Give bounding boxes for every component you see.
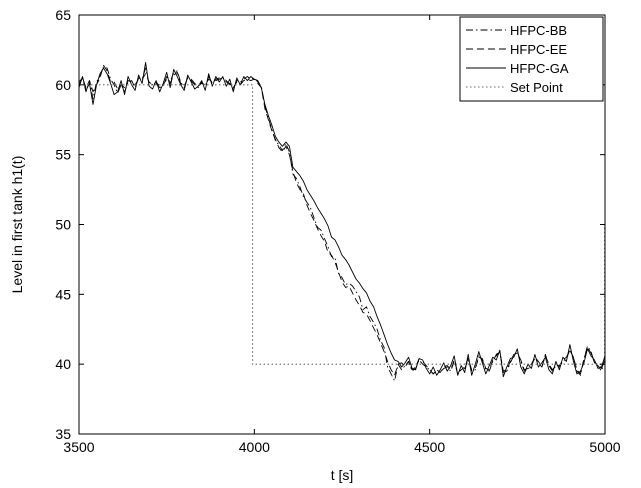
series-line-hfpc-ga (78, 62, 606, 378)
series-layer (78, 62, 606, 382)
y-tick-label: 55 (55, 147, 71, 163)
series-line-set-point (79, 84, 606, 365)
x-tick-label: 5000 (589, 439, 620, 455)
series-line-hfpc-bb (78, 66, 606, 382)
legend-label: Set Point (510, 80, 563, 95)
y-tick-label: 65 (55, 7, 71, 23)
series-line-hfpc-ee (78, 64, 606, 376)
y-tick-label: 50 (55, 217, 71, 233)
legend-label: HFPC-GA (510, 61, 569, 76)
legend: HFPC-BB HFPC-EE HFPC-GA Set Point (459, 16, 604, 102)
x-tick-label: 3500 (63, 439, 94, 455)
x-tick-label: 4500 (414, 439, 445, 455)
y-tick-label: 40 (55, 356, 71, 372)
y-tick-label: 60 (55, 77, 71, 93)
legend-label: HFPC-EE (510, 42, 567, 57)
x-tick-label: 4000 (239, 439, 270, 455)
y-tick-label: 45 (55, 286, 71, 302)
x-axis-label: t [s] (331, 467, 354, 483)
legend-box (459, 16, 604, 102)
axes: 3500 4000 4500 5000 35 40 45 50 55 60 65 (55, 7, 620, 455)
legend-label: HFPC-BB (510, 23, 567, 38)
y-tick-label: 35 (55, 426, 71, 442)
y-axis-label: Level in first tank h1(t) (9, 156, 25, 294)
